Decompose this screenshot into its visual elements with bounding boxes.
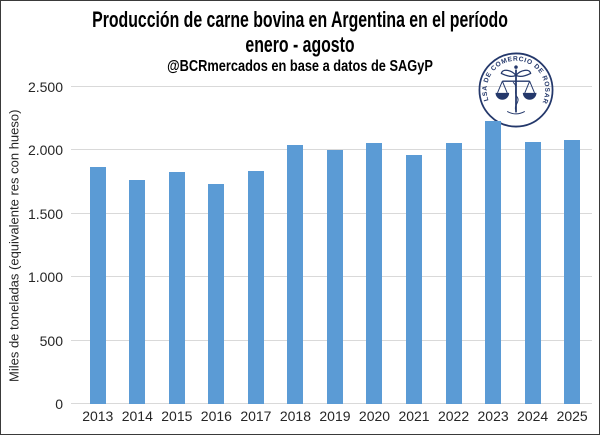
x-tick-label: 2022 [437, 408, 470, 424]
x-tick-label: 2024 [517, 408, 549, 424]
x-axis-ticks: 2013 2014 2015 2016 2017 2018 2019 2020 2021 2022… [78, 408, 592, 424]
bar-2024 [524, 142, 541, 404]
bar-slot-2020 [355, 87, 395, 404]
bar-2014 [129, 180, 146, 404]
x-tick-label: 2023 [477, 408, 509, 424]
scales-caduceus-icon [495, 65, 537, 115]
bar-slot-2021 [394, 87, 434, 404]
bar-slot-2015 [157, 87, 197, 404]
x-tick-label: 2020 [358, 408, 391, 424]
x-tick-label: 2019 [319, 408, 351, 424]
bar-slot-2018 [276, 87, 316, 404]
bar-series [78, 87, 592, 404]
bar-2019 [326, 149, 343, 404]
y-axis-ticks: 0 500 1.000 1.500 2.000 2.500 [1, 79, 63, 412]
y-tick-label: 1.000 [27, 269, 63, 286]
x-tick-label: 2014 [121, 408, 153, 424]
bar-slot-2016 [197, 87, 237, 404]
bar-2013 [89, 166, 106, 404]
bar-2022 [445, 143, 462, 404]
bar-slot-2024 [513, 87, 553, 404]
bcr-rosario-seal-logo: BOLSA DE COMERCIO DE ROSARIO [474, 46, 555, 129]
x-tick-label: 2013 [82, 408, 114, 424]
chart-header: Producción de carne bovina en Argentina … [1, 7, 599, 75]
y-tick-label: 1.500 [27, 205, 63, 222]
y-tick-label: 2.000 [27, 142, 63, 159]
gridline [71, 86, 592, 87]
seal-icon: BOLSA DE COMERCIO DE ROSARIO [474, 46, 554, 128]
bar-2018 [287, 145, 304, 404]
bar-2025 [564, 139, 581, 404]
y-tick-label: 500 [39, 332, 63, 349]
bar-2023 [485, 121, 502, 404]
x-tick-label: 2018 [279, 408, 311, 424]
bar-slot-2025 [552, 87, 592, 404]
bar-slot-2019 [315, 87, 355, 404]
x-tick-label: 2017 [240, 408, 272, 424]
y-tick-label: 2.500 [27, 79, 63, 95]
x-tick-label: 2015 [161, 408, 193, 424]
bar-slot-2013 [78, 87, 118, 404]
bar-2021 [406, 155, 423, 404]
chart-subtitle: @BCRmercados en base a datos de SAGyP [167, 58, 433, 75]
chart-title-line1: Producción de carne bovina en Argentina … [92, 7, 508, 32]
bar-slot-2022 [434, 87, 474, 404]
bar-slot-2023 [473, 87, 513, 404]
bar-slot-2017 [236, 87, 276, 404]
bar-slot-2014 [118, 87, 158, 404]
bar-2017 [247, 170, 264, 404]
x-tick-label: 2016 [200, 408, 232, 424]
bar-2016 [208, 184, 225, 404]
x-tick-label: 2025 [556, 408, 588, 424]
chart-title-line2: enero - agosto [245, 32, 355, 57]
y-tick-label: 0 [55, 396, 63, 412]
x-tick-label: 2021 [398, 408, 430, 424]
bar-2015 [168, 171, 185, 404]
bar-2020 [366, 142, 383, 404]
